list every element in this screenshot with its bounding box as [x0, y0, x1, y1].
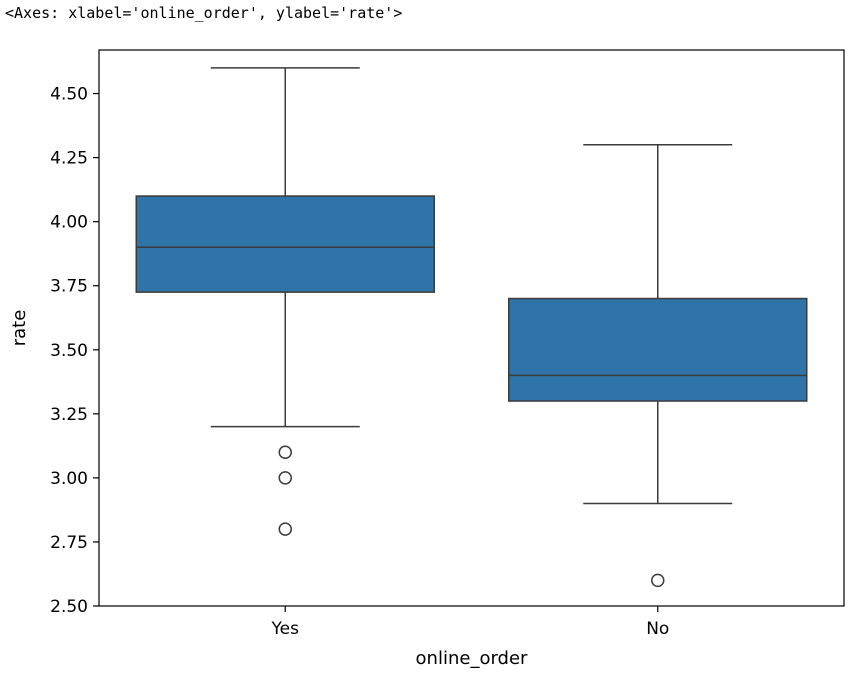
- y-tick-label: 4.50: [50, 85, 88, 105]
- y-tick-label: 3.00: [50, 469, 88, 489]
- iqr-box-no: [508, 297, 808, 402]
- box-group-no: [508, 144, 808, 588]
- y-tick-label: 3.50: [50, 341, 88, 361]
- x-axis-label: online_order: [416, 648, 529, 669]
- y-tick-label: 3.75: [50, 277, 88, 297]
- iqr-box-yes: [135, 195, 435, 293]
- y-axis-label: rate: [9, 310, 30, 347]
- x-tick-label: Yes: [271, 619, 300, 639]
- y-tick-label: 2.50: [50, 597, 88, 617]
- y-tick-label: 2.75: [50, 533, 88, 553]
- plot-elements: [135, 67, 808, 588]
- x-tick-label: No: [646, 619, 669, 639]
- outlier-point-yes-1: [278, 471, 292, 485]
- y-tick-label: 4.25: [50, 149, 88, 169]
- y-tick-label: 4.00: [50, 213, 88, 233]
- outlier-point-yes-0: [278, 445, 292, 460]
- outlier-point-no-0: [651, 573, 665, 588]
- x-axis-ticks: Yes No: [271, 606, 669, 639]
- axes-repr-output: <Axes: xlabel='online_order', ylabel='ra…: [5, 4, 403, 22]
- outlier-point-yes-2: [278, 522, 292, 536]
- y-axis-ticks: 2.50 2.75 3.00 3.25 3.50 3.75 4.00 4.25 4.50: [50, 85, 99, 617]
- box-group-yes: [135, 67, 435, 536]
- y-tick-label: 3.25: [50, 405, 88, 425]
- axes-frame: [98, 49, 845, 607]
